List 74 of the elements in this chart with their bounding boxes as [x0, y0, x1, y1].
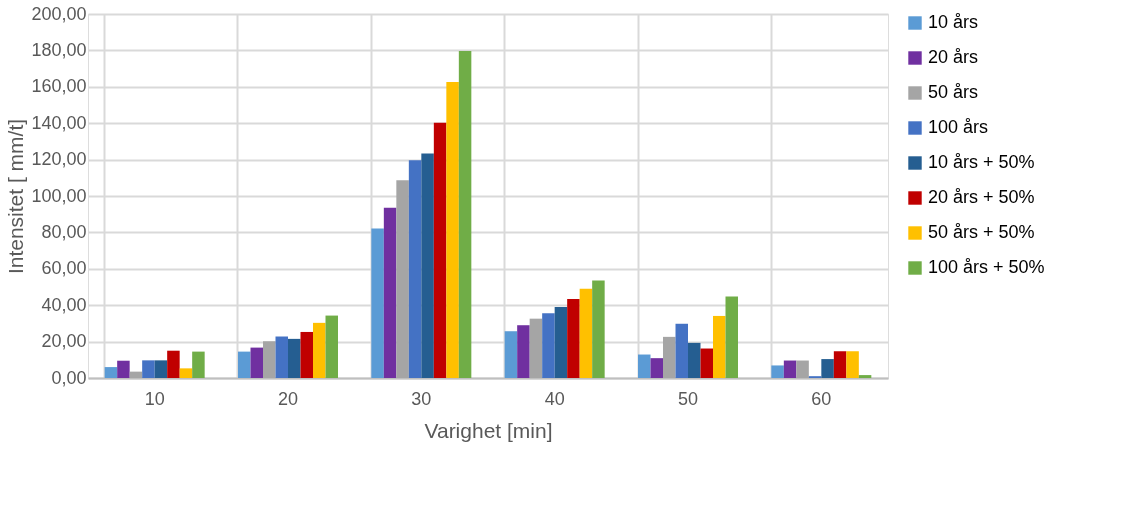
x-tick-label: 20 [277, 388, 299, 409]
bar [579, 288, 593, 378]
legend-label: 10 års [928, 12, 979, 32]
bar [771, 365, 784, 378]
bar [325, 315, 338, 378]
y-tick-label: 180,00 [31, 39, 87, 60]
legend-label: 50 års [928, 82, 979, 102]
bar [821, 359, 834, 378]
y-tick-label: 140,00 [31, 112, 87, 133]
bar [383, 207, 397, 378]
y-tick-label: 200,00 [31, 3, 87, 24]
legend-label: 10 års + 50% [928, 152, 1035, 172]
bar [433, 122, 447, 378]
legend-label: 100 års [928, 117, 989, 137]
bar [421, 153, 434, 378]
bar [396, 180, 409, 378]
bar [846, 351, 859, 378]
x-tick-label: 60 [811, 388, 832, 409]
bar [554, 307, 568, 378]
bar [688, 342, 701, 378]
legend-label: 20 års + 50% [928, 187, 1035, 207]
bar [458, 50, 472, 378]
y-tick-label: 60,00 [41, 258, 87, 279]
bar [446, 81, 459, 378]
y-tick-label: 40,00 [41, 294, 87, 315]
x-tick-label: 50 [677, 388, 699, 409]
bar [650, 358, 663, 378]
legend-label: 100 års + 50% [928, 257, 1045, 277]
bar [638, 354, 651, 378]
bar [833, 351, 847, 378]
y-axis-title: Intensitet [ mm/t] [4, 118, 28, 275]
x-tick-label: 10 [144, 388, 165, 409]
y-tick-label: 100,00 [31, 185, 87, 206]
y-tick-label: 80,00 [41, 221, 87, 242]
bar [517, 325, 530, 378]
bar [238, 351, 251, 378]
bar [275, 336, 288, 378]
bar [529, 318, 543, 378]
bar [250, 347, 263, 378]
x-tick-label: 40 [544, 388, 565, 409]
bar [725, 296, 738, 378]
bar [154, 360, 168, 378]
bar [796, 360, 809, 378]
x-tick-label: 30 [411, 388, 432, 409]
bar [592, 280, 605, 378]
bar [858, 375, 872, 378]
bar [567, 299, 580, 378]
bar [263, 341, 276, 378]
bar [104, 367, 118, 378]
bar [408, 160, 422, 378]
bar [700, 348, 713, 378]
bar [300, 331, 313, 378]
bar [313, 322, 326, 378]
y-tick-label: 20,00 [41, 331, 87, 352]
bar [663, 336, 676, 378]
bar [179, 368, 193, 378]
bar [542, 313, 555, 378]
bar [504, 331, 518, 378]
bar [167, 350, 180, 378]
y-tick-label: 120,00 [31, 149, 87, 170]
bar [192, 351, 205, 378]
bar [713, 315, 726, 378]
legend-label: 50 års + 50% [928, 222, 1035, 242]
bar [783, 360, 797, 378]
bar [675, 323, 688, 378]
bar [371, 228, 384, 378]
bar [288, 338, 301, 378]
bar [129, 371, 143, 378]
legend-label: 20 års [928, 47, 979, 67]
x-axis-title: Varighet [min] [424, 418, 553, 442]
y-tick-label: 0,00 [51, 367, 87, 388]
bar [142, 360, 155, 378]
bar [117, 360, 130, 378]
y-tick-label: 160,00 [31, 76, 87, 97]
